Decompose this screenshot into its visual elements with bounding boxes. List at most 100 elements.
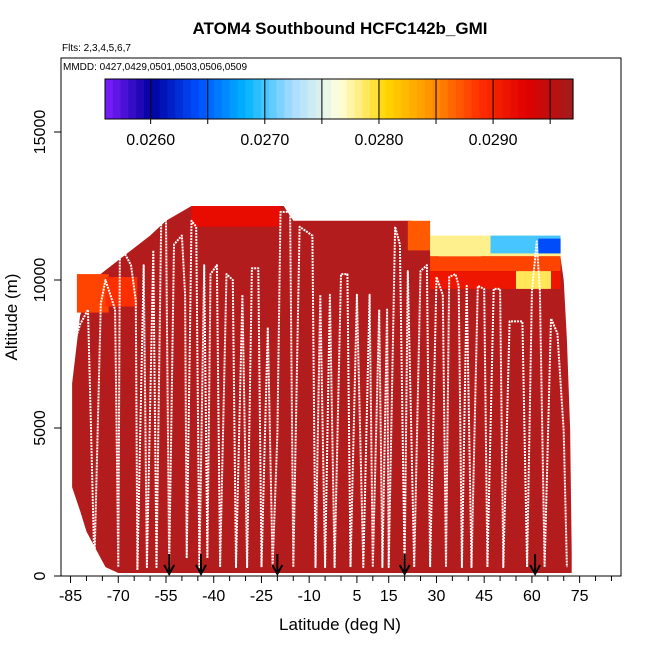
colorbar: 0.0260 0.0270 0.0280 0.0290 <box>104 78 574 149</box>
colorbar-segment <box>518 79 527 119</box>
colorbar-segment <box>292 79 301 119</box>
colorbar-segment <box>229 79 239 119</box>
colorbar-segment <box>214 79 223 119</box>
colorbar-segment <box>253 79 262 119</box>
colorbar-tick-label: 0.0270 <box>240 132 289 149</box>
y-axis: 0 5000 10000 15000 <box>32 110 61 580</box>
colorbar-segment <box>276 79 285 119</box>
colorbar-tick-label: 0.0290 <box>469 132 518 149</box>
colorbar-segment <box>393 79 402 119</box>
x-tick-label: -25 <box>250 588 273 605</box>
x-tick-label: 30 <box>428 588 446 605</box>
x-tick-label: -40 <box>202 588 225 605</box>
colorbar-segment <box>495 79 504 119</box>
colorbar-ticks: 0.0260 0.0270 0.0280 0.0290 <box>126 79 551 149</box>
colorbar-segment <box>167 79 176 119</box>
colorbar-segment <box>362 79 371 119</box>
colorbar-segment <box>136 79 145 119</box>
colorbar-segment <box>268 79 278 119</box>
y-tick-label: 0 <box>32 571 49 580</box>
colorbar-segment <box>237 79 246 119</box>
colorbar-segment <box>331 79 340 119</box>
colorbar-segment <box>502 79 512 119</box>
colorbar-segment <box>448 79 457 119</box>
profile-arrow-0 <box>163 554 176 577</box>
x-tick-label: -10 <box>298 588 321 605</box>
x-tick-label: 45 <box>475 588 493 605</box>
profile-arrow-3 <box>398 554 411 577</box>
colorbar-segment <box>323 79 332 119</box>
upper-band-3 <box>407 220 431 251</box>
y-tick-label: 15000 <box>32 110 49 155</box>
upper-band-layer <box>76 206 561 313</box>
flight-track-layer <box>72 210 568 572</box>
colorbar-segment <box>565 79 574 119</box>
colorbar-segment <box>409 79 418 119</box>
colorbar-segment <box>300 79 309 119</box>
colorbar-segment <box>307 79 317 119</box>
colorbar-segment <box>510 79 519 119</box>
x-tick-label: -55 <box>154 588 177 605</box>
colorbar-segment <box>222 79 231 119</box>
colorbar-segment <box>315 79 324 119</box>
colorbar-segment <box>105 79 114 119</box>
colorbar-segment <box>479 79 488 119</box>
upper-band-7 <box>430 256 561 272</box>
colorbar-segment <box>151 79 161 119</box>
profile-arrow-4 <box>529 554 541 577</box>
colorbar-segment <box>112 79 122 119</box>
upper-band-6 <box>538 238 561 254</box>
y-axis-title: Altitude (m) <box>2 274 21 361</box>
flight-track <box>72 210 568 572</box>
colorbar-segment <box>190 79 200 119</box>
upper-band-0 <box>76 274 109 313</box>
y-tick-label: 10000 <box>32 258 49 303</box>
colorbar-segment <box>339 79 348 119</box>
x-tick-label: 5 <box>352 588 361 605</box>
colorbar-segment <box>206 79 215 119</box>
colorbar-segment <box>471 79 480 119</box>
upper-band-2 <box>191 206 281 227</box>
x-tick-label: 60 <box>523 588 541 605</box>
colorbar-segment <box>401 79 410 119</box>
x-tick-label: 75 <box>571 588 589 605</box>
colorbar-segment <box>284 79 293 119</box>
colorbar-segment <box>526 79 535 119</box>
colorbar-segment <box>120 79 129 119</box>
profile-arrow-2 <box>271 554 284 577</box>
colorbar-segment <box>487 79 496 119</box>
y-tick-label: 5000 <box>32 410 49 446</box>
x-axis-title: Latitude (deg N) <box>279 615 401 634</box>
colorbar-segment <box>440 79 449 119</box>
colorbar-segment <box>534 79 543 119</box>
colorbar-segment <box>198 79 207 119</box>
colorbar-tick-label: 0.0280 <box>354 132 403 149</box>
colorbar-segment <box>549 79 558 119</box>
x-tick-label: 15 <box>380 588 398 605</box>
colorbar-segment <box>557 79 566 119</box>
colorbar-segment <box>159 79 168 119</box>
colorbar-segment <box>424 79 434 119</box>
colorbar-segment <box>370 79 379 119</box>
x-tick-label: -85 <box>59 588 82 605</box>
flights-subtitle: Flts: 2,3,4,5,6,7 <box>62 43 131 54</box>
colorbar-segment <box>432 79 441 119</box>
colorbar-segment <box>175 79 184 119</box>
colorbar-segment <box>144 79 153 119</box>
colorbar-segment <box>183 79 192 119</box>
chart-title: ATOM4 Southbound HCFC142b_GMI <box>193 19 488 38</box>
colorbar-segment <box>456 79 465 119</box>
colorbar-segment <box>128 79 137 119</box>
profile-arrow-layer <box>163 554 541 577</box>
colorbar-segment <box>463 79 473 119</box>
upper-band-1 <box>105 277 138 307</box>
colorbar-segment <box>378 79 387 119</box>
x-axis: -85 -70 -55 -40 -25 -10 5 15 30 45 60 75 <box>59 576 612 605</box>
colorbar-segment <box>354 79 363 119</box>
colorbar-segment <box>245 79 254 119</box>
colorbar-frame <box>104 78 574 120</box>
dates-subtitle: MMDD: 0427,0429,0501,0503,0506,0509 <box>63 62 247 73</box>
colorbar-segment <box>541 79 551 119</box>
colorbar-segment <box>385 79 395 119</box>
